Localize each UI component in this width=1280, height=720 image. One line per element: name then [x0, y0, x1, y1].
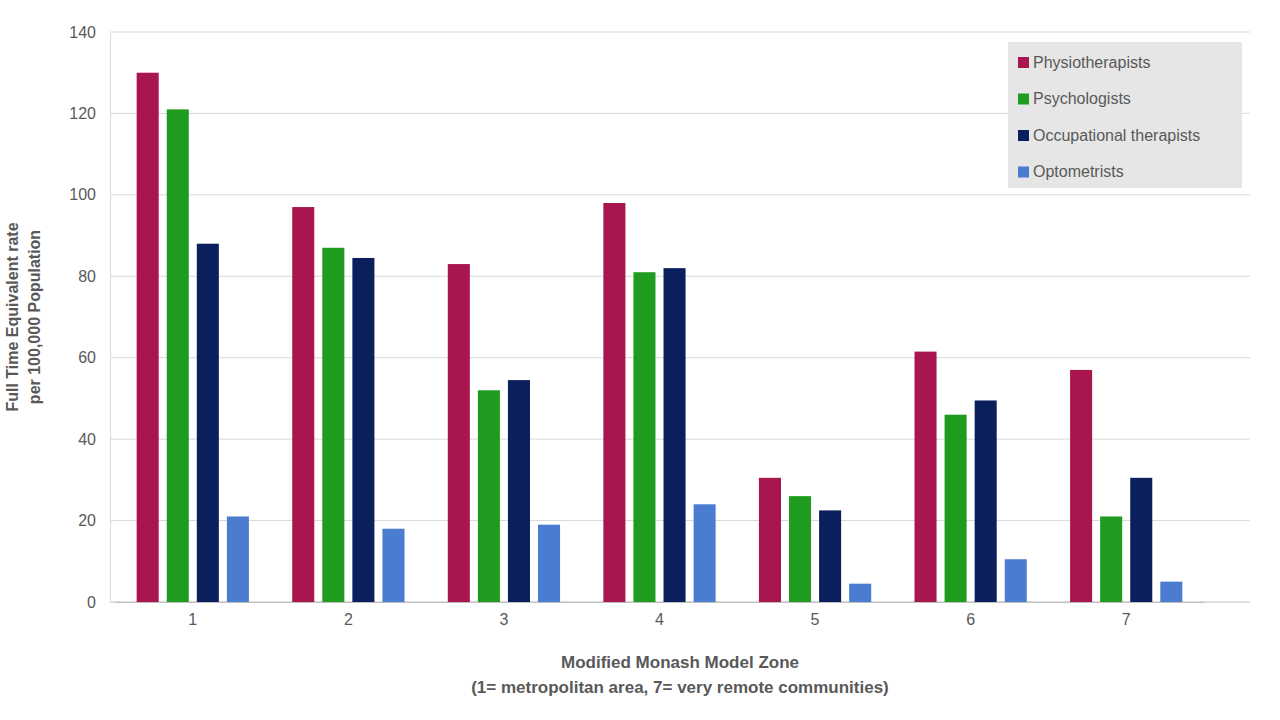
y-tick-label: 40 — [78, 431, 96, 448]
legend-label: Physiotherapists — [1033, 54, 1150, 71]
y-tick: 140 — [69, 24, 110, 41]
series — [137, 73, 1092, 602]
x-tick: 3 — [499, 602, 508, 628]
bar — [137, 73, 159, 602]
x-axis: 1 2 3 4 5 6 7 — [116, 602, 1205, 628]
bar — [975, 400, 997, 602]
x-tick: 1 — [188, 602, 197, 628]
bar — [1070, 370, 1092, 602]
x-tick: 5 — [811, 602, 820, 628]
y-tick: 80 — [78, 268, 110, 285]
x-tick-label: 1 — [188, 611, 197, 628]
x-tick-label: 3 — [499, 611, 508, 628]
bar — [322, 248, 344, 602]
bar — [478, 390, 500, 602]
y-tick: 40 — [78, 431, 110, 448]
bar — [664, 268, 686, 602]
y-tick-label: 80 — [78, 268, 96, 285]
x-tick: 6 — [966, 602, 975, 628]
bar — [694, 504, 716, 602]
y-axis: 0 20 40 60 80 100 120 140 — [69, 24, 110, 611]
bar — [1160, 582, 1182, 602]
bar — [227, 517, 249, 603]
bar — [849, 584, 871, 602]
legend-label: Occupational therapists — [1033, 127, 1200, 144]
bar — [759, 478, 781, 602]
series — [227, 504, 1182, 602]
bar — [915, 352, 937, 602]
y-axis-line — [110, 33, 111, 603]
x-tick-label: 5 — [811, 611, 820, 628]
y-tick-label: 60 — [78, 349, 96, 366]
x-tick: 2 — [344, 602, 353, 628]
bar — [1130, 478, 1152, 602]
y-tick: 60 — [78, 349, 110, 366]
y-tick-label: 0 — [87, 594, 96, 611]
x-tick-label: 2 — [344, 611, 353, 628]
legend-label: Psychologists — [1033, 90, 1131, 107]
bar — [352, 258, 374, 602]
y-tick-label: 140 — [69, 24, 96, 41]
y-tick: 20 — [78, 512, 110, 529]
x-axis-title-line: Modified Monash Model Zone — [561, 653, 799, 672]
y-tick: 100 — [69, 186, 110, 203]
grid-line — [110, 194, 1250, 195]
bar — [292, 207, 314, 602]
y-tick-label: 120 — [69, 105, 96, 122]
bar — [819, 510, 841, 602]
grid — [110, 32, 1250, 602]
legend-swatch — [1018, 130, 1029, 141]
bar — [197, 244, 219, 602]
bar — [945, 415, 967, 602]
bar — [1100, 517, 1122, 603]
bar — [789, 496, 811, 602]
bar — [167, 109, 189, 602]
y-tick-label: 100 — [69, 186, 96, 203]
legend-swatch — [1018, 94, 1029, 105]
x-axis-title-line: (1= metropolitan area, 7= very remote co… — [471, 678, 889, 697]
bar — [1005, 559, 1027, 602]
bar — [633, 272, 655, 602]
series — [197, 244, 1152, 602]
y-tick: 0 — [87, 594, 110, 611]
y-tick: 120 — [69, 105, 110, 122]
legend-swatch — [1018, 167, 1029, 178]
y-tick-label: 20 — [78, 512, 96, 529]
x-axis-line — [116, 602, 1205, 603]
bar — [508, 380, 530, 602]
grid-line — [110, 32, 1250, 33]
legend: Physiotherapists Psychologists Occupationa… — [1008, 42, 1242, 188]
x-axis-title: Modified Monash Model Zone (1= metropolit… — [471, 653, 889, 697]
x-tick-label: 4 — [655, 611, 664, 628]
x-tick-label: 6 — [966, 611, 975, 628]
x-tick: 7 — [1122, 602, 1131, 628]
legend-box — [1008, 42, 1242, 188]
chart: 0 20 40 60 80 100 120 140 1 2 3 4 5 6 7 Modified Monash… — [0, 0, 1280, 720]
bar — [603, 203, 625, 602]
x-tick-label: 7 — [1122, 611, 1131, 628]
bar — [538, 525, 560, 602]
y-axis-title-line: Full Time Equivalent rate — [4, 222, 21, 411]
legend-swatch — [1018, 57, 1029, 68]
bar — [382, 529, 404, 602]
y-axis-title: Full Time Equivalent rate per 100,000 Pop… — [4, 222, 43, 411]
series — [167, 109, 1122, 602]
bar — [448, 264, 470, 602]
legend-label: Optometrists — [1033, 163, 1124, 180]
x-tick: 4 — [655, 602, 664, 628]
y-axis-title-line: per 100,000 Population — [26, 230, 43, 404]
